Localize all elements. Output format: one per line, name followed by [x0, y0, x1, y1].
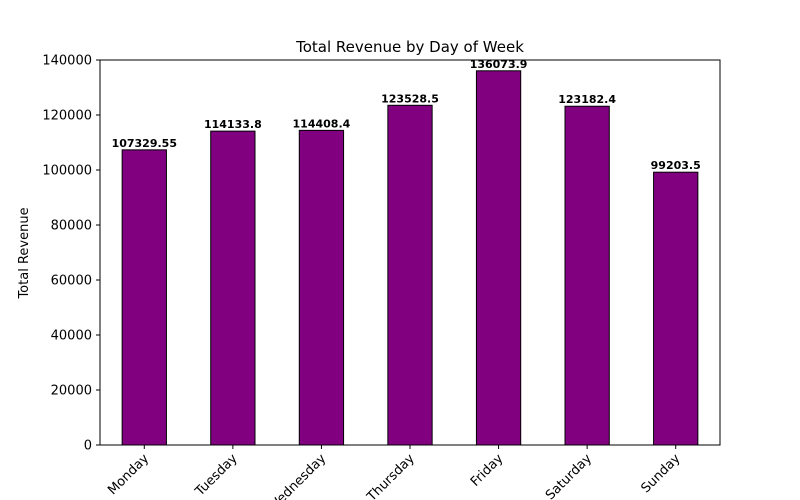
data-label-thursday: 123528.5: [381, 92, 439, 105]
y-tick-label: 100000: [42, 164, 92, 179]
data-label-saturday: 123182.4: [558, 93, 616, 106]
y-tick-label: 0: [84, 439, 92, 454]
value-labels-group: 107329.55 114133.8 114408.4 123528.5 136073.…: [112, 58, 701, 172]
data-label-sunday: 99203.5: [651, 159, 701, 172]
data-label-wednesday: 114408.4: [293, 117, 351, 130]
y-tick-label: 120000: [42, 109, 92, 124]
y-tick-label: 140000: [42, 54, 92, 69]
bar-wednesday: [298, 129, 345, 446]
bars-group: [121, 70, 699, 446]
data-label-monday: 107329.55: [112, 137, 177, 150]
y-tick-label: 20000: [51, 384, 92, 399]
y-axis-title: Total Revenue: [17, 207, 32, 299]
bar-monday: [121, 149, 167, 446]
y-tick-label: 80000: [51, 219, 92, 234]
y-axis: 0 20000 40000 60000 80000 100000 120000 140000: [42, 54, 100, 454]
bar-saturday: [564, 105, 610, 446]
chart-title: Total Revenue by Day of Week: [295, 38, 524, 56]
bar-thursday: [387, 104, 433, 446]
y-tick-label: 60000: [51, 274, 92, 289]
bar-tuesday: [210, 130, 256, 446]
y-tick-label: 40000: [51, 329, 92, 344]
bar-friday: [475, 70, 522, 446]
data-label-tuesday: 114133.8: [204, 118, 262, 131]
bar-sunday: [653, 171, 699, 446]
plot-frame: [99, 59, 721, 446]
data-label-friday: 136073.9: [470, 58, 528, 71]
